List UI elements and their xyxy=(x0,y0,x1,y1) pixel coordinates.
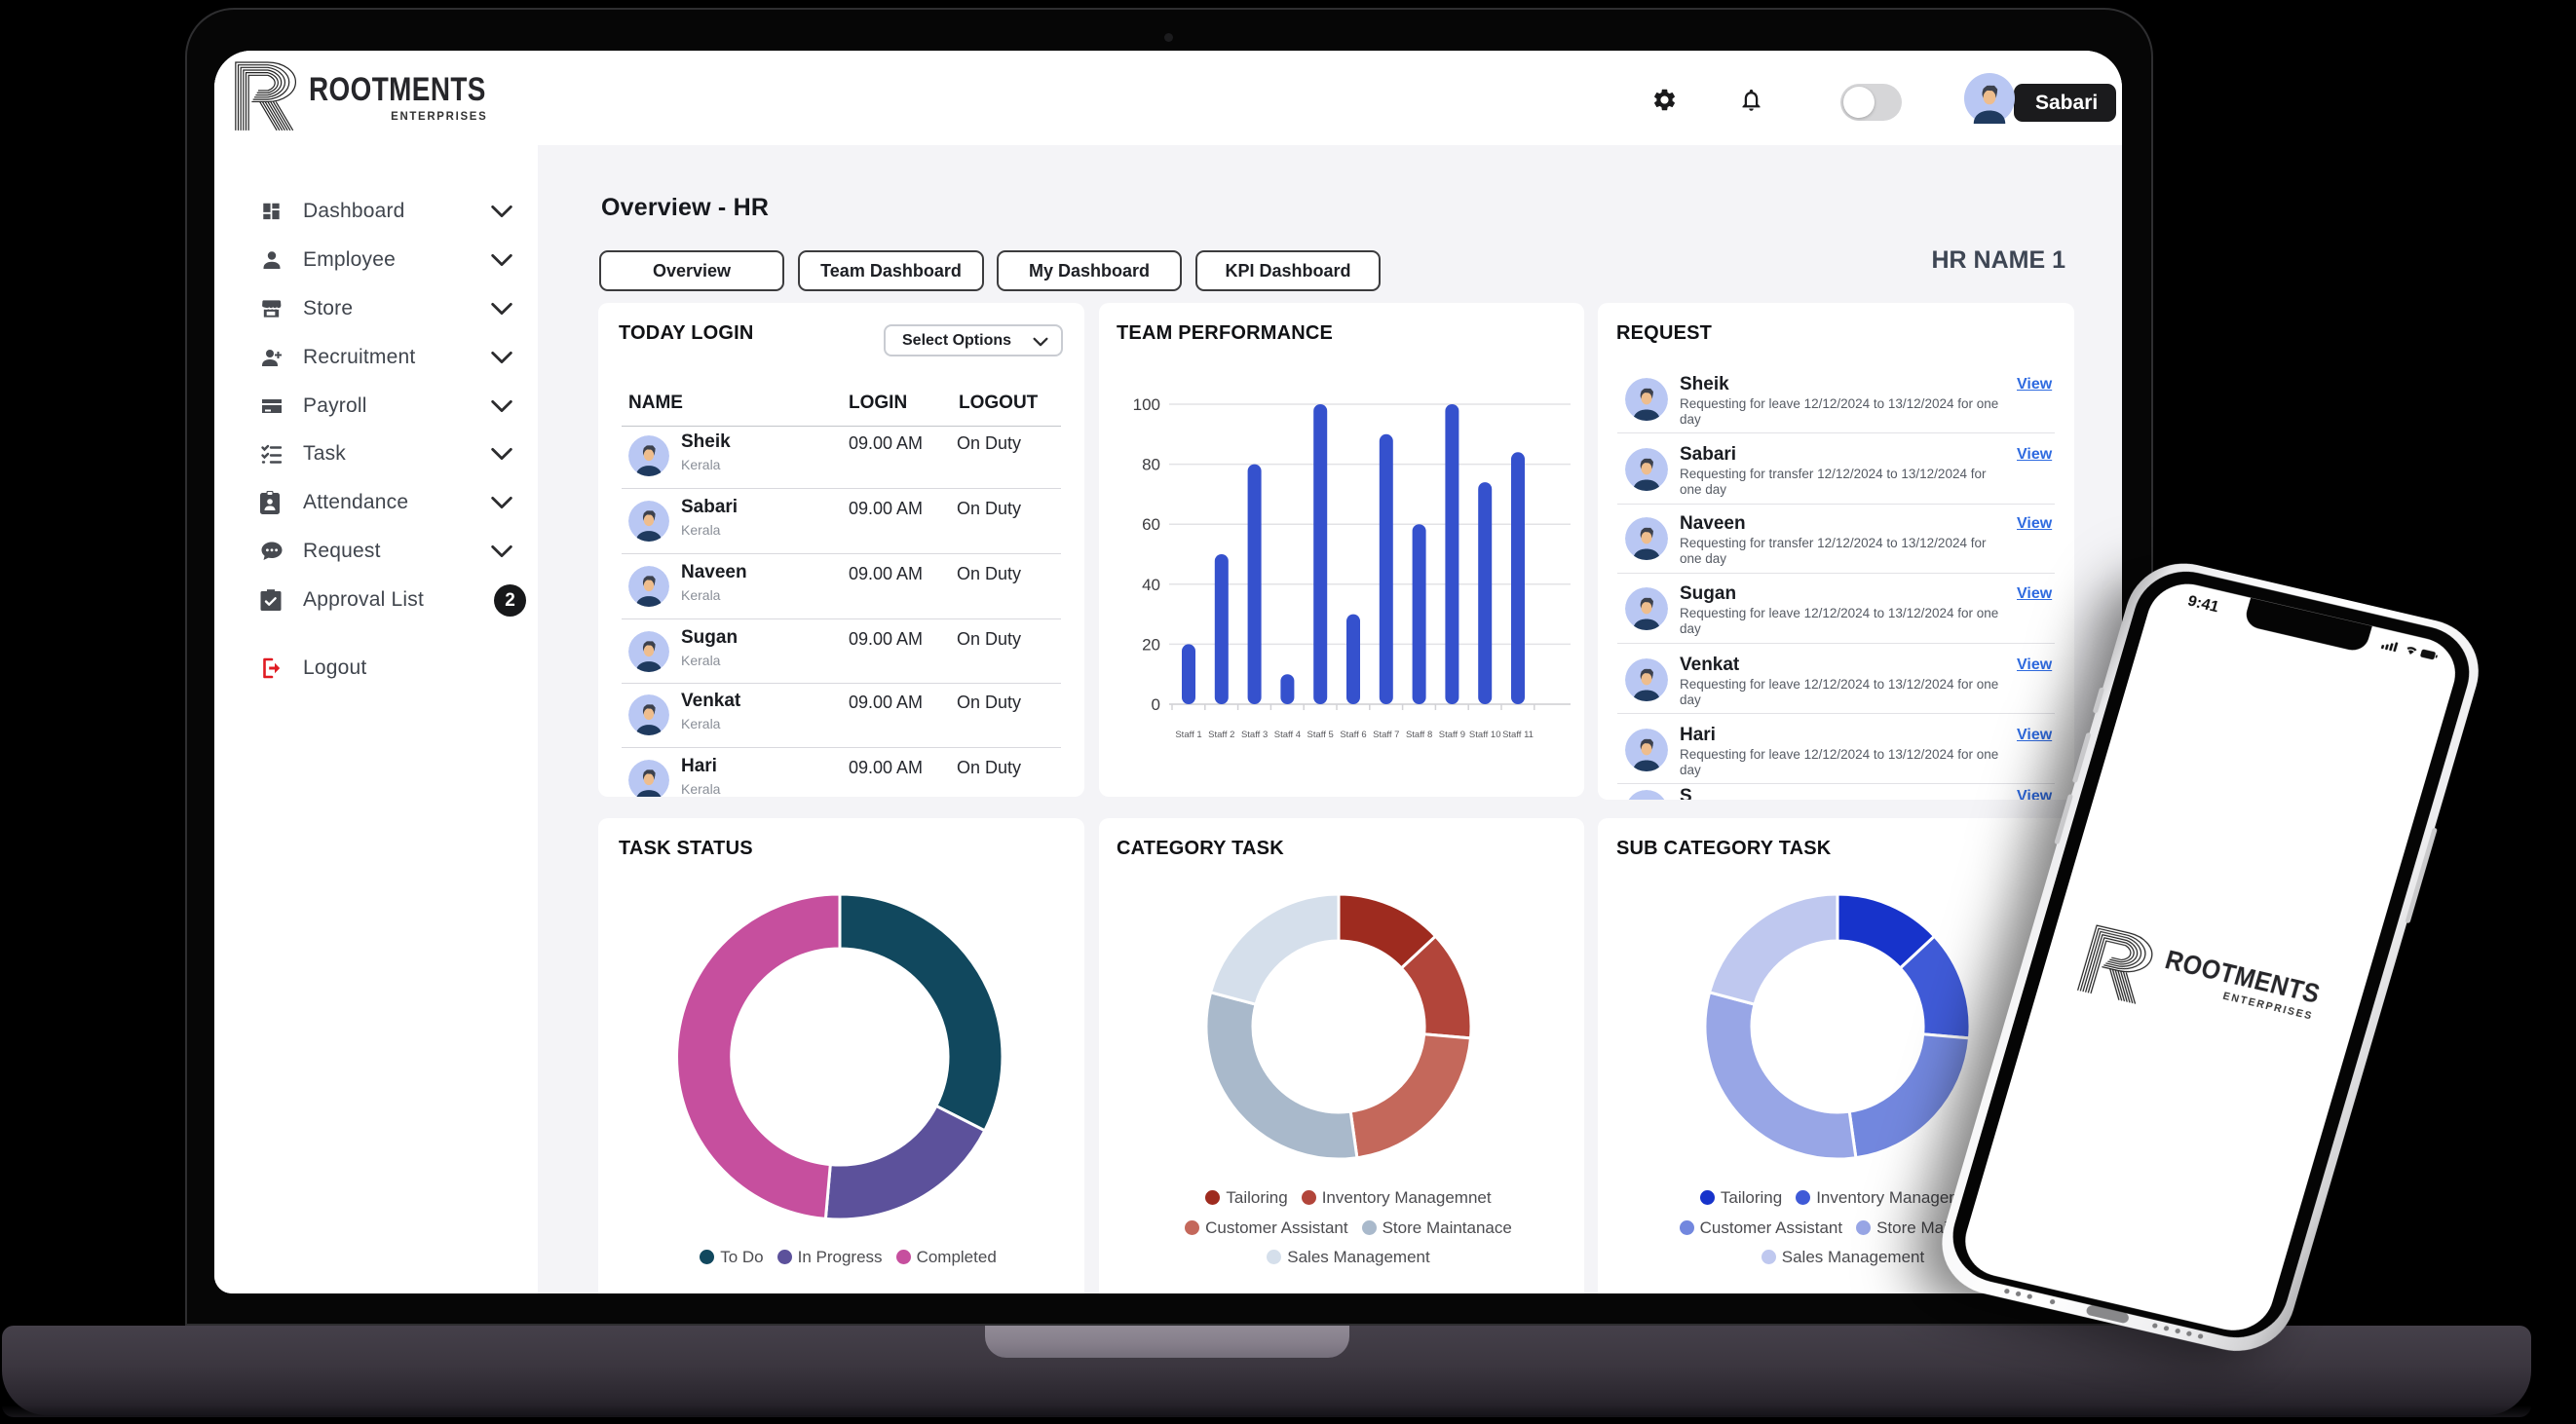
svg-text:0: 0 xyxy=(1152,695,1160,714)
svg-text:Staff 5: Staff 5 xyxy=(1307,730,1334,740)
svg-text:Staff 8: Staff 8 xyxy=(1406,730,1432,740)
svg-text:Staff 11: Staff 11 xyxy=(1502,730,1534,740)
svg-text:Staff 3: Staff 3 xyxy=(1241,730,1268,740)
svg-text:Staff 1: Staff 1 xyxy=(1175,730,1201,740)
svg-text:Staff 9: Staff 9 xyxy=(1439,730,1465,740)
svg-text:80: 80 xyxy=(1142,456,1160,474)
svg-text:100: 100 xyxy=(1133,395,1160,414)
svg-text:60: 60 xyxy=(1142,515,1160,534)
svg-text:Staff 6: Staff 6 xyxy=(1340,730,1366,740)
svg-text:Staff 7: Staff 7 xyxy=(1373,730,1399,740)
svg-text:Staff 4: Staff 4 xyxy=(1274,730,1301,740)
svg-text:Staff 10: Staff 10 xyxy=(1469,730,1501,740)
svg-text:20: 20 xyxy=(1142,635,1160,654)
svg-text:40: 40 xyxy=(1142,576,1160,594)
svg-text:Staff 2: Staff 2 xyxy=(1208,730,1234,740)
